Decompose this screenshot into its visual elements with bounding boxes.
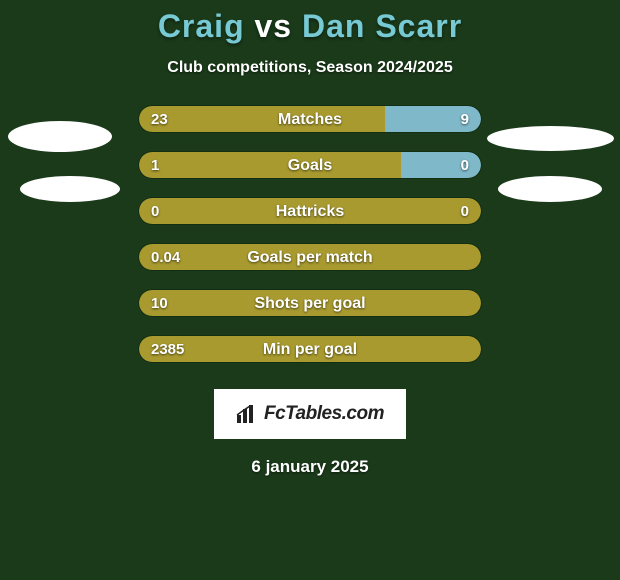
stat-label: Hattricks — [139, 198, 481, 225]
stat-label: Goals per match — [139, 244, 481, 271]
subtitle: Club competitions, Season 2024/2025 — [167, 59, 452, 77]
badge-placeholder — [498, 176, 602, 202]
stat-row: 10Goals — [138, 151, 482, 179]
badge-placeholder — [8, 121, 112, 152]
badge-placeholder — [20, 176, 120, 202]
badge-placeholder — [487, 126, 614, 151]
stat-label: Shots per goal — [139, 290, 481, 317]
player1-name: Craig — [158, 8, 245, 44]
branding-text: FcTables.com — [264, 403, 384, 425]
stat-row: 239Matches — [138, 105, 482, 133]
comparison-card: Craig vs Dan Scarr Club competitions, Se… — [0, 0, 620, 477]
branding-badge: FcTables.com — [214, 389, 406, 439]
stat-label: Goals — [139, 152, 481, 179]
vs-text: vs — [255, 8, 293, 44]
bars-icon — [236, 405, 258, 423]
stat-row: 0.04Goals per match — [138, 243, 482, 271]
stat-row: 2385Min per goal — [138, 335, 482, 363]
stat-row: 10Shots per goal — [138, 289, 482, 317]
page-title: Craig vs Dan Scarr — [158, 8, 462, 45]
stat-row: 00Hattricks — [138, 197, 482, 225]
stat-label: Min per goal — [139, 336, 481, 363]
stat-label: Matches — [139, 106, 481, 133]
date-label: 6 january 2025 — [251, 457, 368, 477]
player2-name: Dan Scarr — [302, 8, 462, 44]
